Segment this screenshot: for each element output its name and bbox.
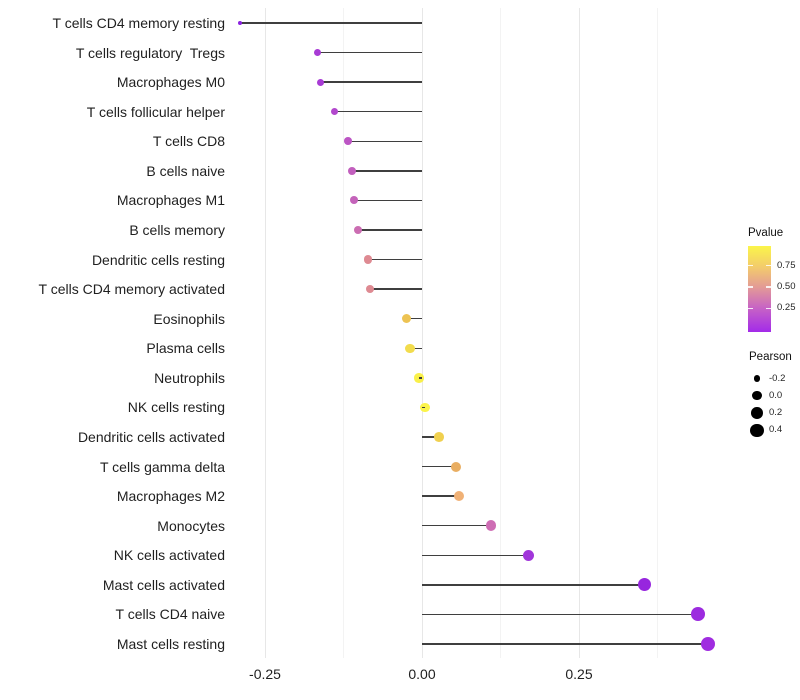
lollipop-dot (450, 461, 461, 472)
lollipop-segment (422, 613, 698, 616)
x-axis-tick-label: 0.00 (408, 666, 436, 682)
lollipop-segment (422, 465, 456, 468)
pearson-legend-dot (753, 375, 761, 382)
colorbar-tick (748, 286, 753, 288)
pearson-legend-dot (752, 391, 762, 401)
pearson-legend-label: 0.2 (769, 407, 783, 419)
colorbar-tick (766, 264, 771, 267)
y-axis-label: Dendritic cells activated (77, 428, 225, 445)
y-axis-label: T cells CD4 naive (115, 606, 225, 623)
y-axis-label: Macrophages M2 (116, 488, 225, 505)
lollipop-dot (434, 432, 444, 442)
lollipop-dot (485, 520, 497, 532)
y-axis-label: Monocytes (157, 517, 225, 534)
lollipop-segment (317, 51, 422, 54)
lollipop-dot (316, 78, 324, 86)
colorbar-tick-label: 0.75 (777, 259, 796, 271)
lollipop-dot (690, 607, 705, 622)
lollipop-segment (239, 22, 422, 24)
x-axis-tick-label: -0.25 (249, 666, 281, 682)
lollipop-segment (422, 436, 439, 438)
lollipop-dot (330, 107, 339, 116)
x-gridline-minor (657, 8, 658, 658)
lollipop-dot (523, 549, 535, 561)
y-axis-label: B cells memory (129, 221, 225, 238)
x-axis-tick-label: 0.25 (565, 666, 593, 682)
pvalue-colorbar (748, 246, 771, 332)
lollipop-dot (363, 255, 373, 264)
lollipop-dot (420, 402, 430, 413)
lollipop-segment (422, 406, 426, 409)
lollipop-dot (414, 373, 424, 383)
y-axis-label: Neutrophils (154, 369, 225, 386)
lollipop-segment (422, 643, 708, 645)
y-axis-label: NK cells resting (127, 399, 225, 416)
y-axis-label: T cells CD8 (152, 133, 225, 150)
x-gridline-major (421, 8, 423, 658)
x-gridline-minor (500, 8, 501, 658)
pearson-legend-label: 0.4 (769, 424, 783, 436)
lollipop-dot (348, 166, 357, 175)
colorbar-tick (748, 307, 753, 309)
lollipop-dot (405, 343, 415, 353)
colorbar-tick-label: 0.50 (777, 281, 796, 293)
x-gridline-major (264, 8, 266, 658)
lollipop-dot (237, 20, 243, 26)
y-axis-label: Mast cells activated (102, 576, 225, 593)
lollipop-segment (357, 229, 422, 231)
lollipop-dot (350, 196, 359, 205)
y-axis-label: Dendritic cells resting (91, 251, 225, 268)
pearson-legend-dot (750, 423, 764, 438)
lollipop-segment (320, 81, 422, 83)
lollipop-segment (422, 554, 529, 556)
lollipop-segment (352, 170, 422, 172)
x-gridline-major (578, 8, 580, 658)
y-axis-label: Eosinophils (153, 310, 225, 327)
y-axis-label: Macrophages M0 (116, 74, 225, 91)
y-axis-label: T cells regulatory Tregs (75, 44, 225, 61)
y-axis-label: NK cells activated (113, 547, 225, 564)
lollipop-segment (354, 199, 422, 202)
lollipop-dot (401, 314, 411, 324)
lollipop-segment (367, 258, 422, 261)
colorbar-tick (766, 286, 771, 288)
lollipop-segment (406, 318, 422, 320)
lollipop-dot (453, 491, 465, 502)
lollipop-segment (422, 495, 460, 497)
lollipop-dot (353, 225, 362, 234)
colorbar-tick (766, 307, 771, 309)
lollipop-dot (365, 284, 375, 294)
y-axis-label: Macrophages M1 (116, 192, 225, 209)
y-axis-label: T cells gamma delta (99, 458, 225, 475)
pearson-legend-dot (751, 407, 763, 419)
lollipop-segment (410, 347, 422, 349)
y-axis-label: Plasma cells (146, 340, 225, 357)
lollipop-dot (314, 49, 322, 57)
pvalue-legend-title: Pvalue (748, 227, 784, 239)
y-axis-label: T cells CD4 memory activated (38, 281, 225, 298)
lollipop-segment (422, 584, 645, 586)
lollipop-segment (369, 288, 422, 290)
lollipop-segment (347, 140, 422, 142)
y-axis-label: B cells naive (146, 162, 225, 179)
y-axis-label: Mast cells resting (116, 635, 225, 652)
lollipop-segment (422, 525, 492, 527)
pearson-legend-label: -0.2 (769, 372, 786, 384)
lollipop-segment (334, 111, 422, 113)
colorbar-tick (748, 264, 753, 267)
y-axis-label: T cells follicular helper (86, 103, 225, 120)
lollipop-dot (700, 636, 715, 651)
colorbar-tick-label: 0.25 (777, 302, 796, 314)
pearson-legend-title: Pearson (749, 351, 792, 363)
lollipop-dot (637, 578, 651, 592)
lollipop-segment (418, 377, 422, 379)
pearson-legend-label: 0.0 (769, 389, 783, 401)
x-gridline-minor (343, 8, 344, 658)
y-axis-label: T cells CD4 memory resting (52, 15, 225, 31)
lollipop-dot (343, 137, 352, 146)
